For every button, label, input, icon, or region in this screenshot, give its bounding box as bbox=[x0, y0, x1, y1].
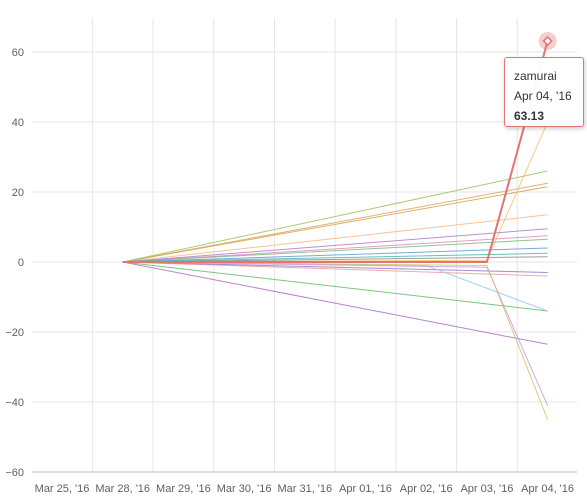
y-tick-label: 20 bbox=[12, 187, 24, 199]
series-lines bbox=[122, 40, 549, 420]
x-tick-label: Mar 29, '16 bbox=[156, 483, 211, 495]
y-tick-labels: 60 40 20 0 −20 −40 −60 bbox=[5, 47, 24, 479]
series-line bbox=[122, 238, 548, 263]
series-line bbox=[122, 228, 548, 263]
x-tick-label: Mar 25, '16 bbox=[35, 483, 90, 495]
series-line bbox=[122, 261, 548, 273]
hover-point bbox=[542, 35, 553, 47]
y-tick-label: −60 bbox=[5, 467, 24, 479]
x-tick-label: Apr 04, '16 bbox=[521, 483, 574, 495]
tooltip: zamurai Apr 04, '16 63.13 bbox=[504, 57, 584, 127]
series-line bbox=[122, 261, 548, 277]
y-tick-label: 40 bbox=[12, 117, 24, 129]
x-tick-label: Apr 03, '16 bbox=[460, 483, 513, 495]
y-tick-label: −40 bbox=[5, 397, 24, 409]
series-line bbox=[122, 261, 549, 406]
x-tick-label: Apr 01, '16 bbox=[339, 483, 392, 495]
series-line bbox=[122, 182, 548, 263]
y-tick-label: −20 bbox=[5, 327, 24, 339]
tooltip-series-name: zamurai bbox=[514, 69, 557, 83]
series-line bbox=[122, 261, 548, 345]
series-line bbox=[122, 235, 548, 263]
series-line bbox=[122, 261, 549, 420]
series-line bbox=[122, 170, 548, 263]
hover-marker bbox=[538, 32, 557, 51]
tooltip-value: 63.13 bbox=[514, 109, 545, 123]
series-line bbox=[122, 252, 548, 263]
series-line bbox=[122, 214, 548, 263]
x-tick-label: Mar 30, '16 bbox=[217, 483, 272, 495]
x-tick-label: Apr 02, '16 bbox=[400, 483, 453, 495]
x-tick-labels: Mar 25, '16 Mar 28, '16 Mar 29, '16 Mar 30,… bbox=[35, 483, 574, 495]
series-line bbox=[122, 247, 548, 263]
y-tick-label: 60 bbox=[12, 47, 24, 59]
series-line bbox=[122, 186, 548, 263]
x-tick-label: Mar 31, '16 bbox=[277, 483, 332, 495]
x-tick-label: Mar 28, '16 bbox=[95, 483, 150, 495]
y-tick-label: 0 bbox=[18, 257, 24, 269]
series-line bbox=[122, 261, 548, 312]
tooltip-date: Apr 04, '16 bbox=[514, 89, 572, 103]
x-gridlines bbox=[91, 18, 518, 472]
